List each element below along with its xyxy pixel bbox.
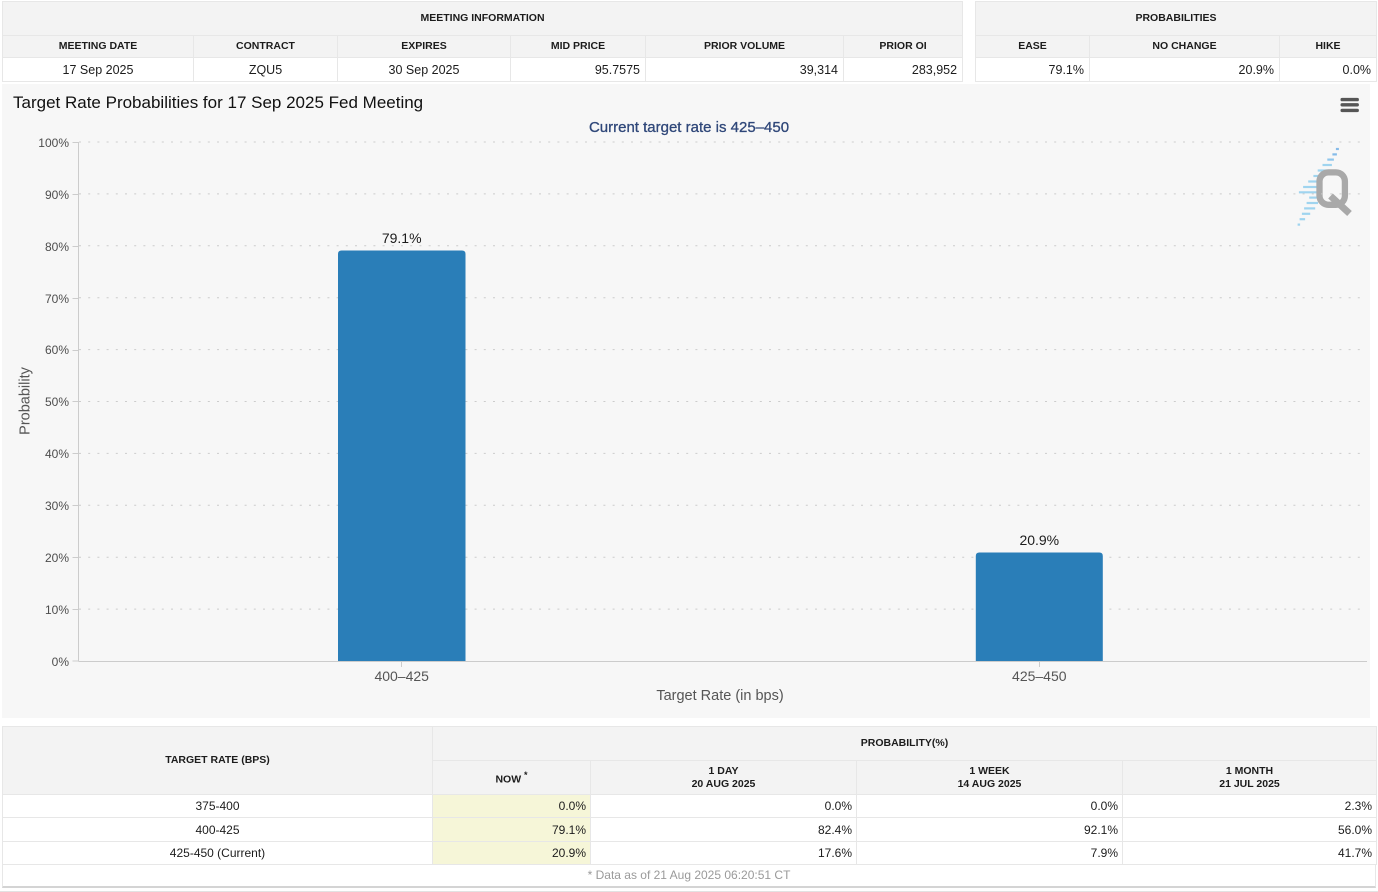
svg-text:Target Rate Probabilities for: Target Rate Probabilities for 17 Sep 202… [13,93,423,112]
svg-text:Target Rate (in bps): Target Rate (in bps) [656,688,783,704]
svg-text:79.1%: 79.1% [382,230,422,246]
svg-text:30%: 30% [45,499,69,513]
svg-text:400–425: 400–425 [374,668,429,684]
svg-text:60%: 60% [45,343,69,357]
svg-text:40%: 40% [45,447,69,461]
svg-text:70%: 70% [45,292,69,306]
svg-text:10%: 10% [45,603,69,617]
svg-text:90%: 90% [45,188,69,202]
svg-text:80%: 80% [45,240,69,254]
svg-text:100%: 100% [38,136,69,150]
svg-text:20.9%: 20.9% [1019,532,1059,548]
svg-text:0%: 0% [52,655,70,669]
svg-text:50%: 50% [45,395,69,409]
svg-text:425–450: 425–450 [1012,668,1067,684]
svg-text:20%: 20% [45,551,69,565]
svg-text:Probability: Probability [18,366,34,434]
svg-text:Current target rate is 425–450: Current target rate is 425–450 [589,119,789,136]
